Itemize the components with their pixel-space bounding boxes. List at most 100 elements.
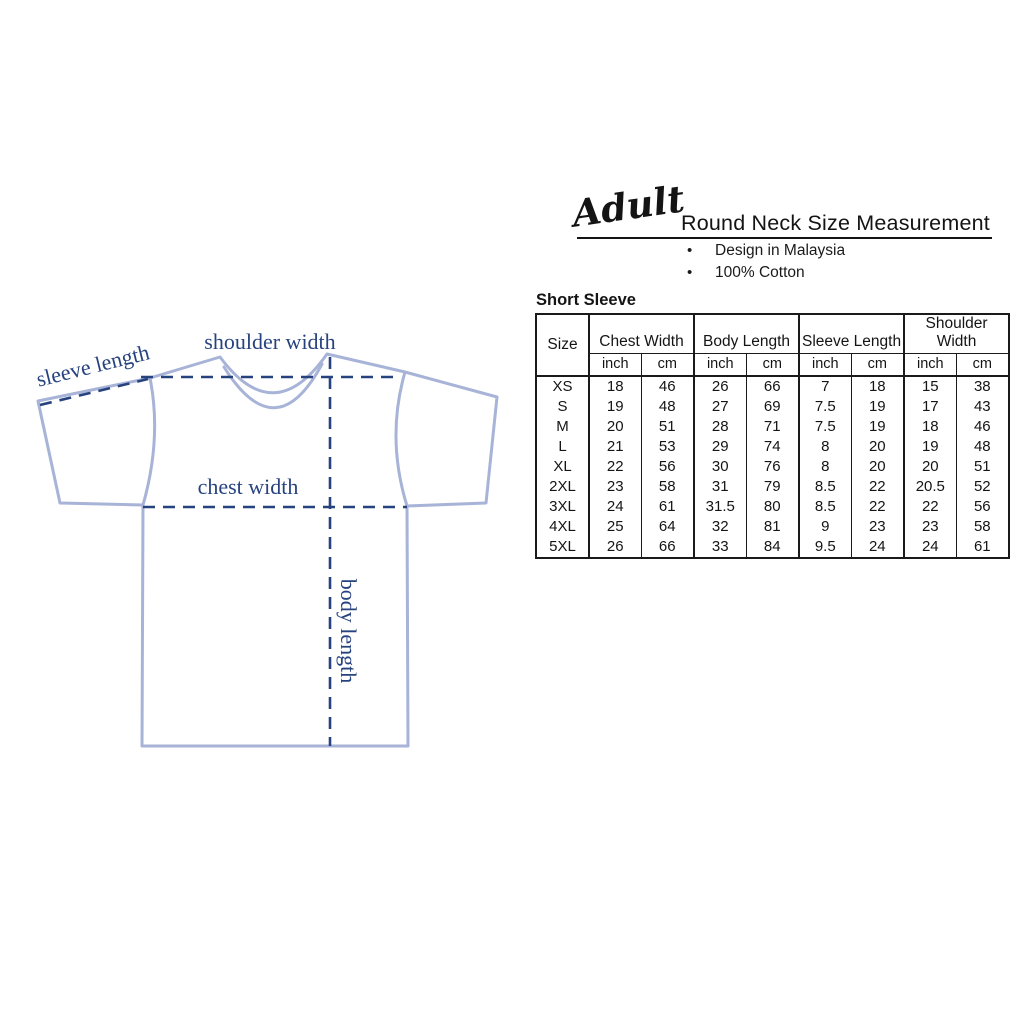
value-cell: 33 (693, 536, 747, 558)
value-cell: 71 (745, 416, 800, 437)
value-cell: 26 (588, 536, 641, 558)
value-cell: 19 (850, 416, 905, 437)
value-cell: 69 (745, 396, 800, 417)
table-row: 3XL 24 61 31.5 80 8.5 22 22 56 (536, 496, 1010, 517)
value-cell: 21 (588, 436, 641, 457)
value-cell: 24 (588, 496, 641, 517)
unit-header: cm (640, 353, 695, 377)
size-cell: 3XL (549, 497, 576, 515)
table-row: XS 18 46 26 66 7 18 15 38 (536, 375, 1010, 397)
unit-header: inch (798, 353, 852, 377)
table-row: 2XL 23 58 31 79 8.5 22 20.5 52 (536, 476, 1010, 497)
group-header-sleeve-length: Sleeve Length (798, 314, 905, 354)
left-armhole-curve (141, 376, 157, 507)
shoulder-width-label: shoulder width (204, 329, 335, 354)
size-column-header: Size (536, 314, 589, 377)
value-cell: 32 (693, 516, 747, 537)
value-cell: 8 (798, 456, 852, 477)
size-cell: XL (553, 457, 572, 475)
value-cell: 56 (955, 496, 1010, 517)
value-cell: 19 (588, 396, 641, 417)
value-cell: 18 (588, 375, 641, 397)
value-cell: 31.5 (693, 496, 747, 517)
unit-header: cm (955, 353, 1010, 377)
value-cell: 38 (955, 375, 1010, 397)
value-cell: 23 (903, 516, 957, 537)
value-cell: 51 (955, 456, 1010, 477)
value-cell: 25 (588, 516, 641, 537)
value-cell: 81 (745, 516, 800, 537)
value-cell: 19 (903, 436, 957, 457)
unit-header: cm (745, 353, 800, 377)
value-cell: 8 (798, 436, 852, 457)
tshirt-diagram: sleeve length shoulder width chest width… (34, 329, 499, 748)
value-cell: 66 (640, 536, 695, 558)
value-cell: 84 (745, 536, 800, 558)
value-cell: 79 (745, 476, 800, 497)
value-cell: 9.5 (798, 536, 852, 558)
value-cell: 20 (588, 416, 641, 437)
size-cell: M (556, 417, 569, 435)
table-row: M 20 51 28 71 7.5 19 18 46 (536, 416, 1010, 437)
size-cell: 2XL (549, 477, 576, 495)
value-cell: 27 (693, 396, 747, 417)
value-cell: 46 (640, 375, 695, 397)
value-cell: 8.5 (798, 496, 852, 517)
bullet-list: • Design in Malaysia • 100% Cotton (687, 240, 845, 284)
bullet-item: • Design in Malaysia (687, 240, 845, 262)
value-cell: 61 (640, 496, 695, 517)
value-cell: 26 (693, 375, 747, 397)
value-cell: 7 (798, 375, 852, 397)
bullet-dot-icon: • (687, 242, 693, 259)
value-cell: 7.5 (798, 416, 852, 437)
unit-header: inch (588, 353, 641, 377)
value-cell: 22 (850, 496, 905, 517)
unit-header: inch (903, 353, 957, 377)
value-cell: 23 (850, 516, 905, 537)
value-cell: 9 (798, 516, 852, 537)
value-cell: 8.5 (798, 476, 852, 497)
chest-width-label: chest width (198, 474, 299, 499)
value-cell: 61 (955, 536, 1010, 558)
value-cell: 24 (903, 536, 957, 558)
size-cell: 4XL (549, 517, 576, 535)
unit-header: cm (850, 353, 905, 377)
header-underline (577, 237, 992, 239)
size-table: Size Chest Width Body Length Sleeve Leng… (535, 313, 1011, 559)
group-header-body-length: Body Length (693, 314, 800, 354)
value-cell: 30 (693, 456, 747, 477)
body-length-label: body length (336, 579, 361, 684)
right-armhole-curve (394, 370, 409, 508)
value-cell: 7.5 (798, 396, 852, 417)
value-cell: 80 (745, 496, 800, 517)
value-cell: 29 (693, 436, 747, 457)
table-row: 4XL 25 64 32 81 9 23 23 58 (536, 516, 1010, 537)
size-cell: L (558, 437, 567, 455)
value-cell: 58 (640, 476, 695, 497)
size-cell: XS (552, 377, 573, 395)
table-group-header-row: Size Chest Width Body Length Sleeve Leng… (536, 314, 1010, 377)
table-row: 5XL 26 66 33 84 9.5 24 24 61 (536, 536, 1010, 558)
value-cell: 43 (955, 396, 1010, 417)
value-cell: 46 (955, 416, 1010, 437)
value-cell: 22 (850, 476, 905, 497)
bullet-item: • 100% Cotton (687, 262, 845, 284)
value-cell: 23 (588, 476, 641, 497)
value-cell: 17 (903, 396, 957, 417)
value-cell: 53 (640, 436, 695, 457)
section-label: Short Sleeve (536, 291, 636, 309)
value-cell: 76 (745, 456, 800, 477)
value-cell: 31 (693, 476, 747, 497)
value-cell: 19 (850, 396, 905, 417)
value-cell: 20 (850, 456, 905, 477)
page-title: Round Neck Size Measurement (681, 211, 990, 235)
tshirt-outline (36, 352, 499, 748)
table-row: L 21 53 29 74 8 20 19 48 (536, 436, 1010, 457)
value-cell: 28 (693, 416, 747, 437)
value-cell: 20 (903, 456, 957, 477)
value-cell: 18 (903, 416, 957, 437)
value-cell: 64 (640, 516, 695, 537)
bullet-dot-icon: • (687, 264, 693, 281)
value-cell: 74 (745, 436, 800, 457)
value-cell: 48 (955, 436, 1010, 457)
